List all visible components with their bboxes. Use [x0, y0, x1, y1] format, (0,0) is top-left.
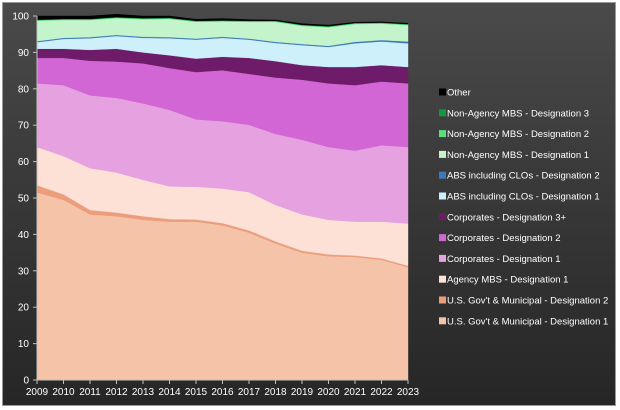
- legend: Other Non-Agency MBS - Designation 3 Non-A…: [439, 88, 608, 327]
- legend-swatch-u-s-gov-t-municipal-designation-1: [439, 317, 446, 325]
- x-tick-label: 2018: [264, 387, 287, 398]
- legend-swatch-other: [439, 88, 446, 96]
- legend-swatch-corporates-designation-3: [439, 213, 446, 221]
- y-tick-label: 70: [18, 121, 30, 132]
- legend-label-other: Other: [447, 88, 471, 99]
- legend-swatch-abs-including-clos-designation-1: [439, 192, 446, 200]
- x-tick-label: 2011: [79, 387, 101, 398]
- legend-swatch-agency-mbs-designation-1: [439, 275, 446, 283]
- y-tick-label: 20: [18, 303, 30, 314]
- y-tick-label: 10: [18, 339, 30, 350]
- legend-label-u-s-gov-t-municipal-designation-1: U.S. Gov't & Municipal - Designation 1: [447, 316, 608, 327]
- legend-swatch-u-s-gov-t-municipal-designation-2: [439, 296, 446, 304]
- y-tick-label: 50: [18, 194, 30, 205]
- legend-swatch-abs-including-clos-designation-2: [439, 171, 446, 179]
- legend-swatch-non-agency-mbs-designation-3: [439, 109, 446, 117]
- legend-label-corporates-designation-2: Corporates - Designation 2: [447, 233, 561, 244]
- legend-label-corporates-designation-1: Corporates - Designation 1: [447, 254, 561, 265]
- x-tick-label: 2012: [105, 387, 128, 398]
- legend-swatch-non-agency-mbs-designation-2: [439, 130, 446, 138]
- x-tick-label: 2016: [211, 387, 234, 398]
- legend-swatch-non-agency-mbs-designation-1: [439, 150, 446, 158]
- legend-label-u-s-gov-t-municipal-designation-2: U.S. Gov't & Municipal - Designation 2: [447, 296, 608, 307]
- axis-layer: 0 10 20 30 40 50 60 70 80 90 100 2009 2010 2011 2012 20…: [12, 12, 419, 399]
- y-tick-label: 60: [18, 157, 30, 168]
- y-tick-label: 40: [18, 230, 30, 241]
- y-tick-label: 100: [12, 12, 29, 23]
- x-tick-label: 2023: [397, 387, 420, 398]
- legend-label-non-agency-mbs-designation-1: Non-Agency MBS - Designation 1: [447, 150, 589, 161]
- x-tick-label: 2013: [132, 387, 155, 398]
- legend-label-non-agency-mbs-designation-3: Non-Agency MBS - Designation 3: [447, 108, 589, 119]
- x-tick-label: 2010: [52, 387, 75, 398]
- y-tick-label: 0: [23, 376, 29, 387]
- y-tick-label: 90: [18, 48, 30, 59]
- legend-swatch-corporates-designation-1: [439, 254, 446, 262]
- legend-label-agency-mbs-designation-1: Agency MBS - Designation 1: [447, 275, 568, 286]
- x-tick-label: 2021: [344, 387, 367, 398]
- x-tick-label: 2015: [185, 387, 208, 398]
- x-tick-label: 2009: [26, 387, 49, 398]
- legend-label-corporates-designation-3: Corporates - Designation 3+: [447, 212, 567, 223]
- x-tick-label: 2020: [317, 387, 340, 398]
- areas-layer: [36, 13, 409, 381]
- y-tick-label: 80: [18, 84, 30, 95]
- x-tick-label: 2019: [291, 387, 314, 398]
- legend-label-non-agency-mbs-designation-2: Non-Agency MBS - Designation 2: [447, 129, 589, 140]
- x-tick-label: 2022: [370, 387, 393, 398]
- legend-swatch-corporates-designation-2: [439, 234, 446, 242]
- x-tick-label: 2014: [158, 387, 181, 398]
- x-tick-label: 2017: [238, 387, 261, 398]
- legend-label-abs-including-clos-designation-1: ABS including CLOs - Designation 1: [447, 192, 600, 203]
- area-other: [36, 13, 409, 27]
- legend-label-abs-including-clos-designation-2: ABS including CLOs - Designation 2: [447, 171, 600, 182]
- y-tick-label: 30: [18, 266, 30, 277]
